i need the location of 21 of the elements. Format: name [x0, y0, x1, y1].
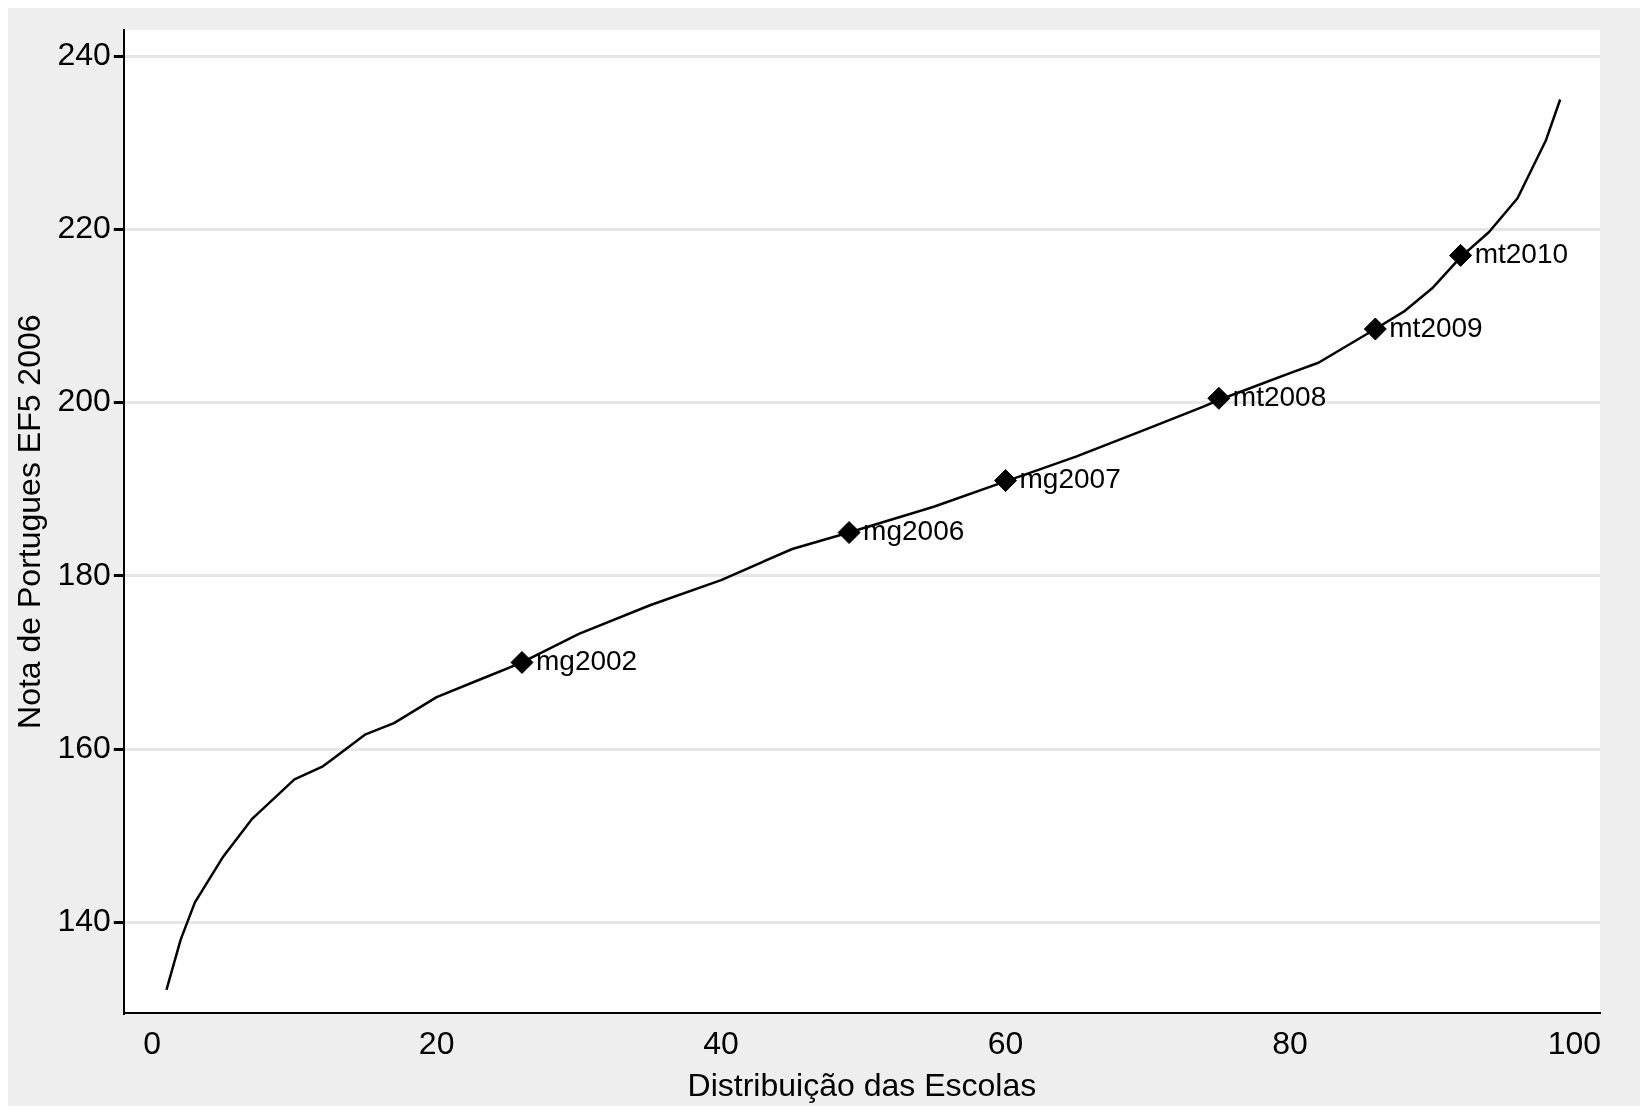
x-tick-label: 100	[1547, 1025, 1602, 1062]
x-axis-title: Distribuição das Escolas	[687, 1066, 1037, 1103]
annotation: mg2006	[863, 515, 965, 547]
x-tick-label: 40	[703, 1025, 739, 1062]
annotation: mt2010	[1474, 238, 1569, 270]
x-tick-label: 60	[987, 1025, 1024, 1062]
annotation: mg2002	[536, 645, 638, 677]
point	[1363, 317, 1387, 341]
y-tick-label: 240	[57, 36, 111, 73]
y-tick-label: 200	[57, 382, 111, 419]
x-tick-label: 20	[418, 1025, 455, 1062]
annotation: mt2008	[1232, 381, 1327, 412]
y-tick-label: 180	[57, 555, 111, 592]
x-tick-label: 0	[143, 1025, 162, 1062]
y-tick-label: 160	[57, 728, 111, 765]
annotation: mg2007	[1019, 463, 1121, 495]
y-tick-label: 140	[57, 902, 111, 939]
y-axis-title: Nota de Portugues EF5 2006	[11, 314, 48, 729]
x-tick-label: 80	[1272, 1025, 1308, 1062]
annotation: mt2009	[1389, 311, 1483, 343]
y-tick-label: 220	[57, 209, 111, 246]
